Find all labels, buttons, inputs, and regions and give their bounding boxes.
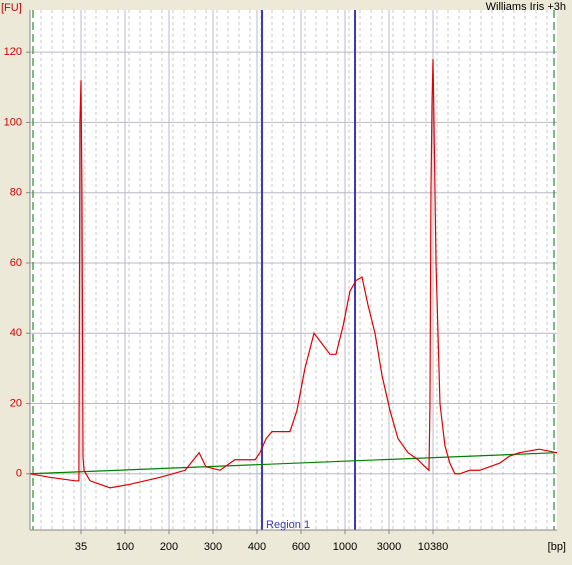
- x-tick-label: 1000: [333, 541, 357, 553]
- y-axis-label: [FU]: [1, 2, 22, 14]
- x-tick-label: 100: [116, 541, 134, 553]
- region-label: Region 1: [266, 519, 310, 531]
- x-tick-label: 35: [75, 541, 87, 553]
- trace: [29, 452, 558, 475]
- x-axis-label: [bp]: [548, 541, 566, 553]
- y-tick-label: 40: [10, 327, 22, 339]
- y-tick-label: 80: [10, 187, 22, 199]
- y-tick-label: 0: [16, 468, 22, 480]
- y-tick-label: 20: [10, 397, 22, 409]
- x-tick-label: 200: [160, 541, 178, 553]
- x-tick-label: 400: [248, 541, 266, 553]
- x-tick-label: 600: [292, 541, 310, 553]
- grid: [30, 10, 557, 530]
- y-tick-label: 60: [10, 257, 22, 269]
- y-tick-label: 100: [4, 116, 22, 128]
- y-tick-label: 120: [4, 46, 22, 58]
- chart-title: Williams Iris +3h: [486, 1, 566, 13]
- x-tick-label: 10380: [418, 541, 449, 553]
- marks: [29, 10, 558, 530]
- trace: [29, 59, 558, 489]
- x-tick-label: 300: [204, 541, 222, 553]
- x-tick-label: 3000: [377, 541, 401, 553]
